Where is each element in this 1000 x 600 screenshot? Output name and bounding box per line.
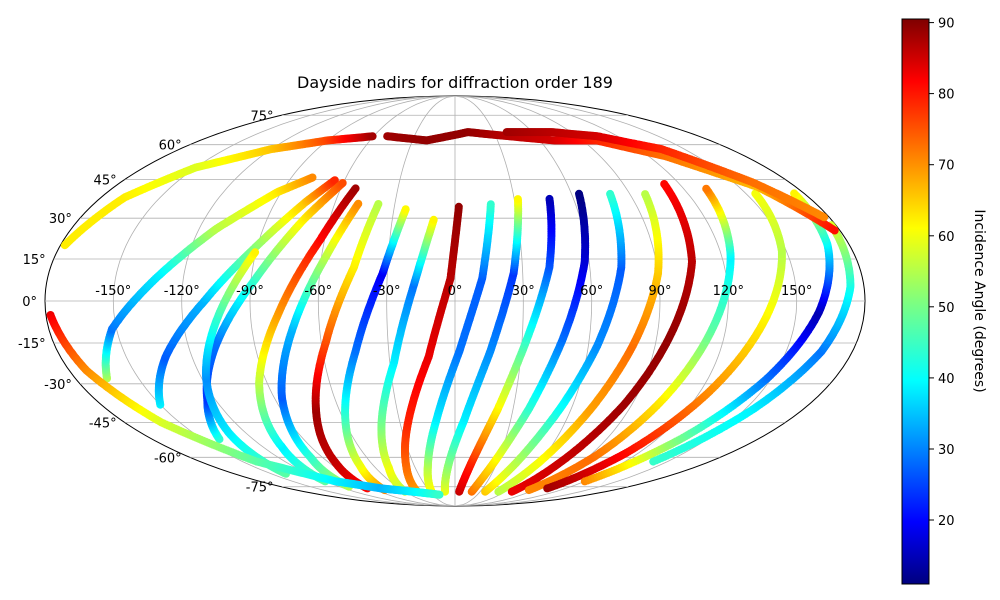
nadir-point — [606, 189, 615, 198]
nadir-point — [641, 190, 650, 199]
nadir-point — [486, 200, 495, 209]
nadir-point — [401, 205, 410, 214]
nadir-point — [351, 184, 360, 193]
nadir-point — [374, 200, 383, 208]
nadir-point — [660, 180, 669, 188]
nadir-point — [702, 184, 711, 193]
nadir-point — [545, 194, 554, 203]
nadir-point — [830, 226, 839, 235]
nadir-point — [354, 199, 363, 208]
nadir-point — [330, 176, 339, 185]
nadir-point — [368, 132, 377, 141]
nadir-point — [435, 490, 444, 499]
chart-title: Dayside nadirs for diffraction order 189 — [297, 73, 613, 92]
nadir-point — [429, 215, 438, 224]
nadir-point — [338, 179, 347, 187]
nadir-point — [251, 248, 260, 257]
nadir-points — [46, 128, 855, 499]
nadir-point — [575, 189, 583, 198]
nadir-point — [308, 173, 317, 182]
nadir-point — [513, 195, 522, 204]
nadir-point — [454, 202, 463, 211]
